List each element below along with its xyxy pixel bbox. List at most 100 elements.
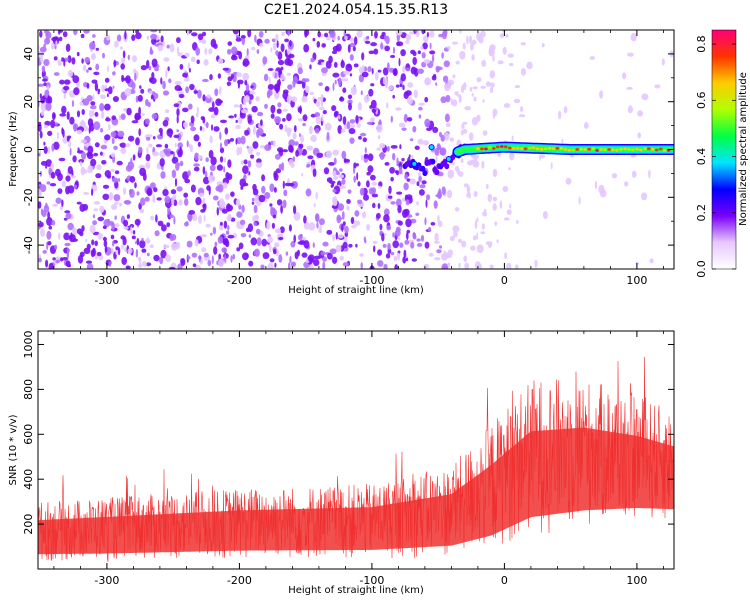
noise-speck bbox=[51, 112, 56, 121]
noise-speck bbox=[373, 245, 376, 253]
signal-core bbox=[623, 147, 627, 151]
noise-speck bbox=[282, 118, 286, 122]
noise-speck bbox=[38, 123, 42, 132]
noise-speck bbox=[40, 228, 45, 237]
noise-speck bbox=[464, 106, 472, 111]
noise-speck bbox=[353, 220, 361, 226]
noise-speck bbox=[310, 134, 317, 142]
noise-speck bbox=[274, 153, 281, 160]
noise-speck bbox=[306, 163, 311, 167]
noise-speck bbox=[39, 30, 43, 38]
noise-speck bbox=[338, 115, 341, 120]
noise-speck bbox=[161, 224, 167, 232]
noise-speck bbox=[48, 262, 54, 269]
noise-speck bbox=[276, 108, 282, 114]
noise-speck bbox=[414, 145, 420, 150]
noise-speck bbox=[257, 111, 264, 117]
noise-speck bbox=[331, 204, 338, 209]
noise-speck bbox=[278, 236, 284, 241]
noise-speck bbox=[186, 140, 189, 148]
noise-speck bbox=[153, 254, 160, 262]
noise-speck bbox=[332, 234, 335, 242]
noise-speck bbox=[81, 97, 84, 102]
noise-speck bbox=[386, 225, 392, 231]
noise-speck bbox=[162, 120, 169, 127]
noise-speck bbox=[247, 115, 252, 124]
noise-speck bbox=[138, 106, 142, 116]
noise-speck bbox=[516, 219, 519, 224]
noise-speck bbox=[526, 61, 533, 70]
snr-core-band bbox=[38, 427, 674, 555]
noise-speck bbox=[91, 239, 95, 246]
noise-speck bbox=[186, 30, 190, 36]
noise-speck bbox=[214, 88, 219, 97]
noise-speck bbox=[360, 90, 363, 96]
noise-speck bbox=[387, 85, 394, 91]
noise-speck bbox=[492, 168, 498, 178]
noise-speck bbox=[147, 101, 151, 108]
noise-speck bbox=[457, 94, 461, 98]
noise-speck bbox=[165, 69, 168, 79]
noise-speck bbox=[186, 240, 193, 248]
noise-speck bbox=[174, 142, 177, 148]
noise-speck bbox=[445, 122, 451, 128]
noise-speck bbox=[92, 247, 96, 257]
noise-speck bbox=[199, 125, 203, 131]
noise-speck bbox=[40, 111, 44, 116]
noise-speck bbox=[108, 123, 111, 131]
noise-speck bbox=[63, 79, 71, 85]
noise-speck bbox=[184, 178, 191, 184]
noise-speck bbox=[505, 33, 509, 38]
noise-speck bbox=[173, 134, 180, 139]
noise-speck bbox=[322, 261, 326, 269]
noise-speck bbox=[289, 145, 294, 153]
noise-speck bbox=[123, 219, 129, 227]
noise-speck bbox=[192, 213, 198, 222]
noise-speck bbox=[114, 40, 119, 48]
noise-speck bbox=[337, 125, 343, 134]
noise-speck bbox=[267, 262, 274, 269]
noise-speck bbox=[293, 125, 297, 133]
noise-speck bbox=[243, 174, 247, 181]
noise-speck bbox=[213, 126, 220, 132]
spectrogram-y-tick-label: -20 bbox=[22, 188, 35, 206]
noise-speck bbox=[152, 136, 156, 140]
noise-speck bbox=[162, 189, 169, 197]
noise-speck bbox=[412, 57, 418, 65]
signal-core bbox=[563, 148, 568, 151]
noise-speck bbox=[110, 131, 117, 138]
noise-speck bbox=[252, 188, 259, 196]
noise-speck bbox=[390, 176, 394, 182]
noise-speck bbox=[267, 234, 271, 238]
noise-speck bbox=[73, 123, 77, 132]
noise-speck bbox=[240, 35, 246, 39]
noise-speck bbox=[272, 71, 275, 78]
noise-speck bbox=[361, 52, 365, 61]
noise-speck bbox=[434, 257, 441, 261]
noise-speck bbox=[332, 189, 337, 193]
noise-speck bbox=[451, 162, 455, 166]
noise-speck bbox=[139, 240, 146, 249]
noise-speck bbox=[463, 255, 468, 263]
noise-speck bbox=[476, 232, 479, 240]
noise-speck bbox=[103, 219, 111, 228]
noise-speck bbox=[141, 248, 147, 253]
noise-speck bbox=[107, 65, 110, 73]
noise-speck bbox=[110, 168, 115, 172]
noise-speck bbox=[171, 243, 178, 251]
noise-speck bbox=[90, 53, 96, 61]
noise-speck bbox=[342, 221, 346, 226]
noise-speck bbox=[59, 79, 65, 85]
noise-speck bbox=[70, 175, 76, 179]
noise-speck bbox=[463, 183, 469, 188]
noise-speck bbox=[281, 162, 285, 171]
noise-speck bbox=[386, 145, 390, 152]
noise-speck bbox=[145, 153, 151, 162]
noise-speck bbox=[43, 204, 50, 213]
noise-speck bbox=[377, 249, 383, 256]
noise-speck bbox=[217, 58, 224, 65]
noise-speck bbox=[48, 225, 53, 230]
noise-speck bbox=[97, 232, 103, 240]
noise-speck bbox=[405, 257, 409, 262]
noise-speck bbox=[56, 131, 60, 140]
